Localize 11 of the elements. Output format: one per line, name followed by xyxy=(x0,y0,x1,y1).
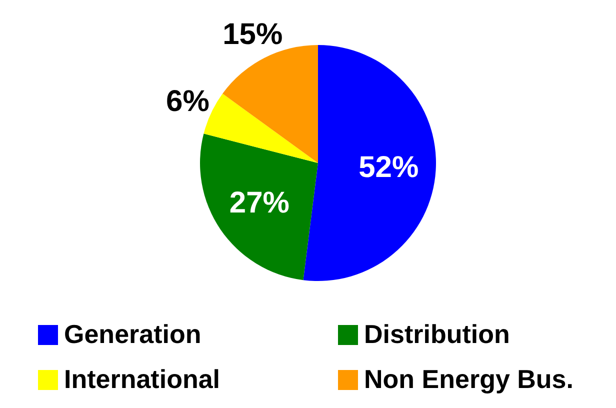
pie-slice xyxy=(222,45,318,163)
data-label: 6% xyxy=(166,85,210,118)
legend-label: Distribution xyxy=(364,319,510,350)
pie-slice xyxy=(303,45,436,281)
pie-slice xyxy=(200,134,318,280)
data-label: 27% xyxy=(229,186,290,220)
data-label: 15% xyxy=(222,18,283,52)
legend-label: Generation xyxy=(64,319,202,350)
legend-label: Non Energy Bus. xyxy=(364,364,574,395)
legend-label: International xyxy=(64,364,220,395)
data-label: 52% xyxy=(358,150,419,184)
